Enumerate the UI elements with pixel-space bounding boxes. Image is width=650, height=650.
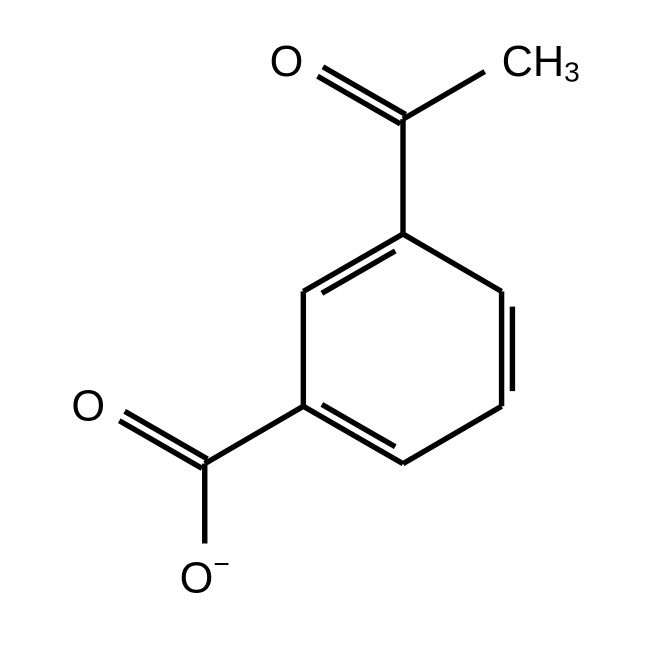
svg-text:O: O: [71, 382, 105, 430]
atom-label-O11: O: [67, 378, 109, 435]
bond: [119, 421, 202, 469]
bond: [318, 76, 401, 124]
chemical-structure: O CH3 O O−: [0, 0, 650, 650]
atom-label-O12: O−: [175, 544, 234, 607]
svg-text:O: O: [270, 38, 304, 86]
bond: [403, 234, 502, 291]
bond: [403, 406, 502, 463]
bond: [403, 72, 485, 120]
bond: [125, 411, 208, 459]
bond: [205, 406, 304, 463]
atom-label-C9: CH3: [497, 33, 584, 91]
bond: [303, 406, 403, 463]
bond: [303, 234, 403, 291]
atom-label-O8: O: [265, 33, 307, 90]
bond: [323, 67, 406, 115]
